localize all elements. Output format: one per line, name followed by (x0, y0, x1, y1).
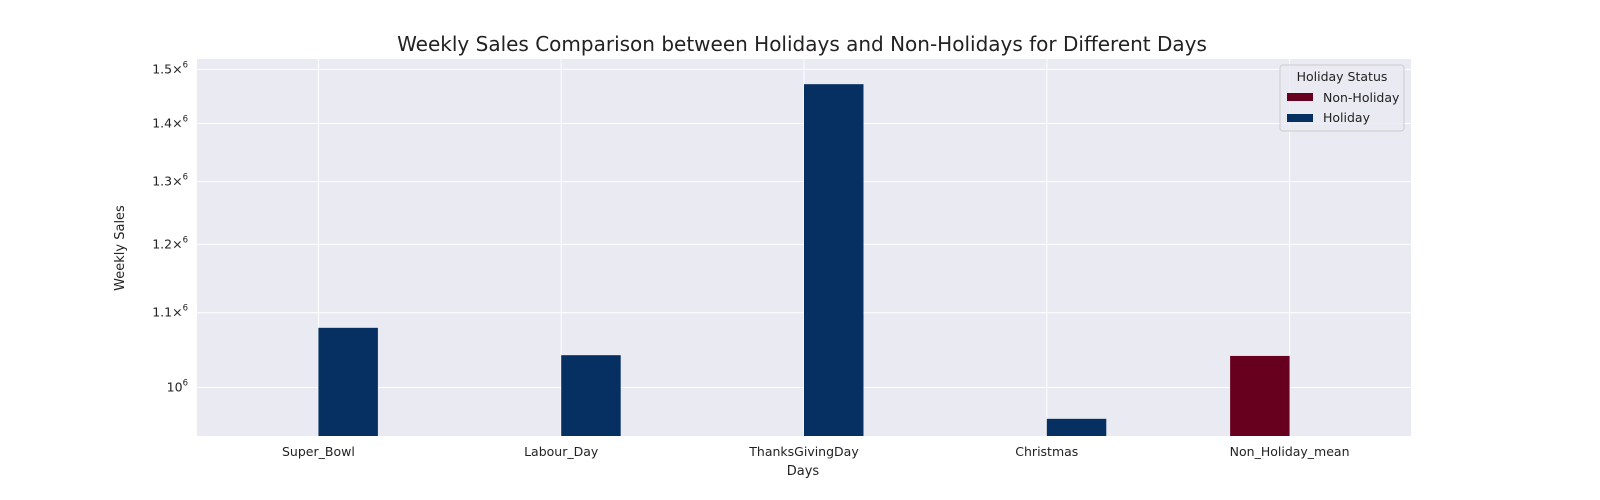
bar-holiday-labour-day (561, 355, 621, 436)
x-tick-label: Christmas (1015, 444, 1078, 459)
x-axis-label: Days (787, 464, 820, 479)
y-tick-label: 106 (167, 378, 188, 394)
y-tick-label: 1.1×6 (152, 304, 188, 320)
chart-title: Weekly Sales Comparison between Holidays… (397, 32, 1207, 56)
x-tick-label: Labour_Day (524, 444, 599, 459)
legend: Holiday Status Non-Holiday Holiday (1279, 64, 1405, 132)
bar-holiday-thanksgivingday (804, 84, 864, 436)
x-tick-label: Non_Holiday_mean (1230, 444, 1350, 459)
y-axis-label: Weekly Sales (113, 205, 128, 291)
y-tick-label: 1.2×6 (152, 235, 188, 251)
x-tick-label: Super_Bowl (282, 444, 355, 459)
bar-holiday-christmas (1046, 418, 1107, 436)
y-tick-label: 1.5×6 (152, 60, 188, 76)
y-tick-label: 1.4×6 (152, 115, 188, 131)
x-tick-label: ThanksGivingDay (748, 444, 859, 459)
legend-title: Holiday Status (1297, 69, 1388, 84)
bar-non-holiday-non-holiday-mean (1230, 355, 1290, 436)
bar-holiday-super-bowl (318, 327, 378, 436)
legend-swatch-non-holiday (1287, 93, 1313, 101)
y-tick-labels: 106 1.1×6 1.2×6 1.3×6 1.4×6 1.5×6 (152, 60, 188, 394)
x-tick-labels: Super_Bowl Labour_Day ThanksGivingDay Chris… (282, 444, 1350, 459)
bars (318, 84, 1290, 436)
legend-label-holiday: Holiday (1323, 110, 1371, 125)
legend-swatch-holiday (1287, 114, 1313, 122)
legend-label-non-holiday: Non-Holiday (1323, 90, 1400, 105)
y-tick-label: 1.3×6 (152, 173, 188, 189)
